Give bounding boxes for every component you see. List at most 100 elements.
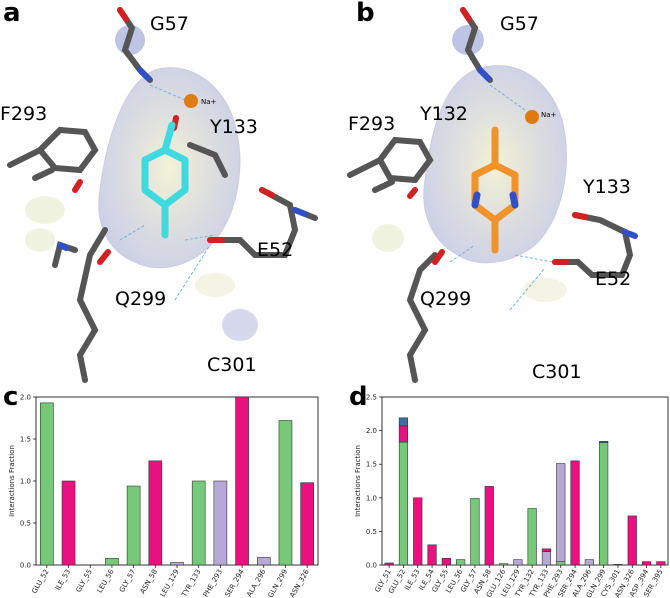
bar bbox=[599, 442, 609, 566]
bar bbox=[398, 417, 409, 427]
bar bbox=[656, 561, 666, 566]
residue-label-c301: C301 bbox=[532, 361, 582, 383]
y-tick-label: 2.5 bbox=[366, 394, 377, 402]
bar bbox=[413, 497, 423, 566]
y-tick-label: 0.0 bbox=[366, 562, 377, 570]
sodium-label: Na+ bbox=[201, 98, 217, 106]
bar bbox=[170, 562, 184, 566]
binding-pocket-surface bbox=[98, 67, 241, 269]
x-tick-label: GLY_55 bbox=[74, 568, 93, 594]
bar bbox=[527, 508, 537, 566]
y-tick-label: 1.0 bbox=[366, 494, 377, 502]
bar bbox=[441, 557, 451, 566]
x-tick-label: SER_294 bbox=[224, 568, 246, 598]
panel-label-a: a bbox=[3, 0, 21, 28]
bar bbox=[398, 441, 409, 566]
surface-lobe bbox=[222, 309, 258, 341]
x-tick-label: GLY_57 bbox=[118, 568, 137, 594]
residue-label-q299: Q299 bbox=[115, 288, 166, 310]
y-axis-label: Interactions Fraction bbox=[8, 445, 16, 517]
x-tick-label: LEU_129 bbox=[159, 568, 181, 598]
x-tick-label: PHE_293 bbox=[202, 568, 224, 598]
bar bbox=[105, 557, 119, 566]
residue-label-y132: Y132 bbox=[419, 103, 468, 125]
y-tick-label: 0.5 bbox=[20, 520, 31, 528]
y-tick-label: 1.5 bbox=[366, 461, 377, 469]
structure-a: Na+ G57 F293 Y133 E52 Q299 C301 bbox=[0, 7, 318, 383]
hbond-lines bbox=[119, 84, 216, 301]
bar bbox=[556, 463, 566, 562]
x-tick-label: ASN_326 bbox=[288, 568, 311, 598]
y-tick-label: 1.0 bbox=[20, 478, 31, 486]
bar bbox=[148, 460, 163, 566]
bar bbox=[470, 498, 480, 566]
bar bbox=[513, 559, 523, 566]
residue-label-f293: F293 bbox=[348, 113, 395, 135]
bar bbox=[61, 480, 76, 566]
bar bbox=[541, 551, 552, 566]
residue-label-q299: Q299 bbox=[420, 288, 471, 310]
bar bbox=[384, 562, 394, 566]
plot-frame bbox=[35, 396, 319, 566]
surface-lobe bbox=[195, 273, 235, 297]
ligand-b bbox=[471, 126, 519, 254]
plot-frame bbox=[381, 396, 669, 566]
bar bbox=[627, 515, 637, 566]
residue-label-y133: Y133 bbox=[209, 116, 258, 138]
bar bbox=[191, 480, 206, 566]
bar bbox=[427, 544, 437, 566]
x-tick-label: TYR_133 bbox=[180, 568, 203, 598]
sodium-ion bbox=[525, 110, 539, 124]
x-tick-label: ILE_53 bbox=[54, 568, 72, 592]
residue-label-e52: E52 bbox=[595, 268, 631, 290]
sodium-label: Na+ bbox=[541, 111, 557, 119]
bar bbox=[613, 564, 623, 566]
bar bbox=[556, 561, 566, 566]
bar bbox=[498, 563, 509, 566]
panel-label-d: d bbox=[349, 382, 368, 412]
bar bbox=[300, 482, 314, 566]
bar bbox=[256, 557, 271, 566]
x-tick-label: GLN_299 bbox=[267, 568, 290, 598]
bar bbox=[484, 486, 494, 566]
x-tick-label: ASN_58 bbox=[139, 568, 159, 595]
bar bbox=[278, 420, 293, 566]
y-tick-label: 0.5 bbox=[366, 528, 377, 536]
x-tick-label: GLU_52 bbox=[30, 568, 50, 595]
ligand-a bbox=[141, 121, 189, 239]
y-tick-label: 2.0 bbox=[366, 427, 377, 435]
residue-label-e52: E52 bbox=[257, 239, 293, 261]
surface-lobe bbox=[25, 196, 65, 224]
bar bbox=[541, 548, 552, 552]
y-tick-label: 2.0 bbox=[20, 394, 31, 402]
nitrogen-tips bbox=[477, 67, 638, 239]
y-tick-label: 1.5 bbox=[20, 436, 31, 444]
bar bbox=[398, 425, 409, 443]
bar bbox=[599, 441, 609, 443]
surface-lobe bbox=[523, 278, 567, 302]
nitrogen-tips bbox=[57, 67, 308, 251]
residue-label-y133: Y133 bbox=[582, 176, 631, 198]
residue-label-g57: G57 bbox=[150, 13, 189, 35]
x-tick-label: LEU_56 bbox=[96, 568, 116, 595]
residue-label-c301: C301 bbox=[207, 354, 257, 376]
bar bbox=[570, 460, 580, 566]
residue-label-g57: G57 bbox=[500, 13, 539, 35]
bar bbox=[584, 559, 594, 566]
bar bbox=[213, 480, 228, 566]
bar bbox=[40, 402, 54, 566]
x-tick-label: ALA_296 bbox=[245, 568, 267, 598]
y-tick-label: 0.0 bbox=[20, 562, 31, 570]
y-axis-label: Interactions Fraction bbox=[354, 445, 362, 517]
surface-lobe bbox=[372, 224, 404, 252]
ligand-b-nitrogens bbox=[471, 191, 519, 209]
bar bbox=[641, 561, 652, 566]
sodium-ion bbox=[184, 94, 198, 108]
bar bbox=[235, 396, 249, 566]
hbond-lines bbox=[449, 84, 553, 311]
residue-label-f293: F293 bbox=[0, 103, 47, 125]
oxygen-tips bbox=[407, 7, 588, 265]
bar-chart-c: 0.0 0.5 1.0 1.5 2.0 Interactions Fraction GLU_… bbox=[8, 394, 319, 598]
surface-lobe bbox=[25, 228, 55, 252]
